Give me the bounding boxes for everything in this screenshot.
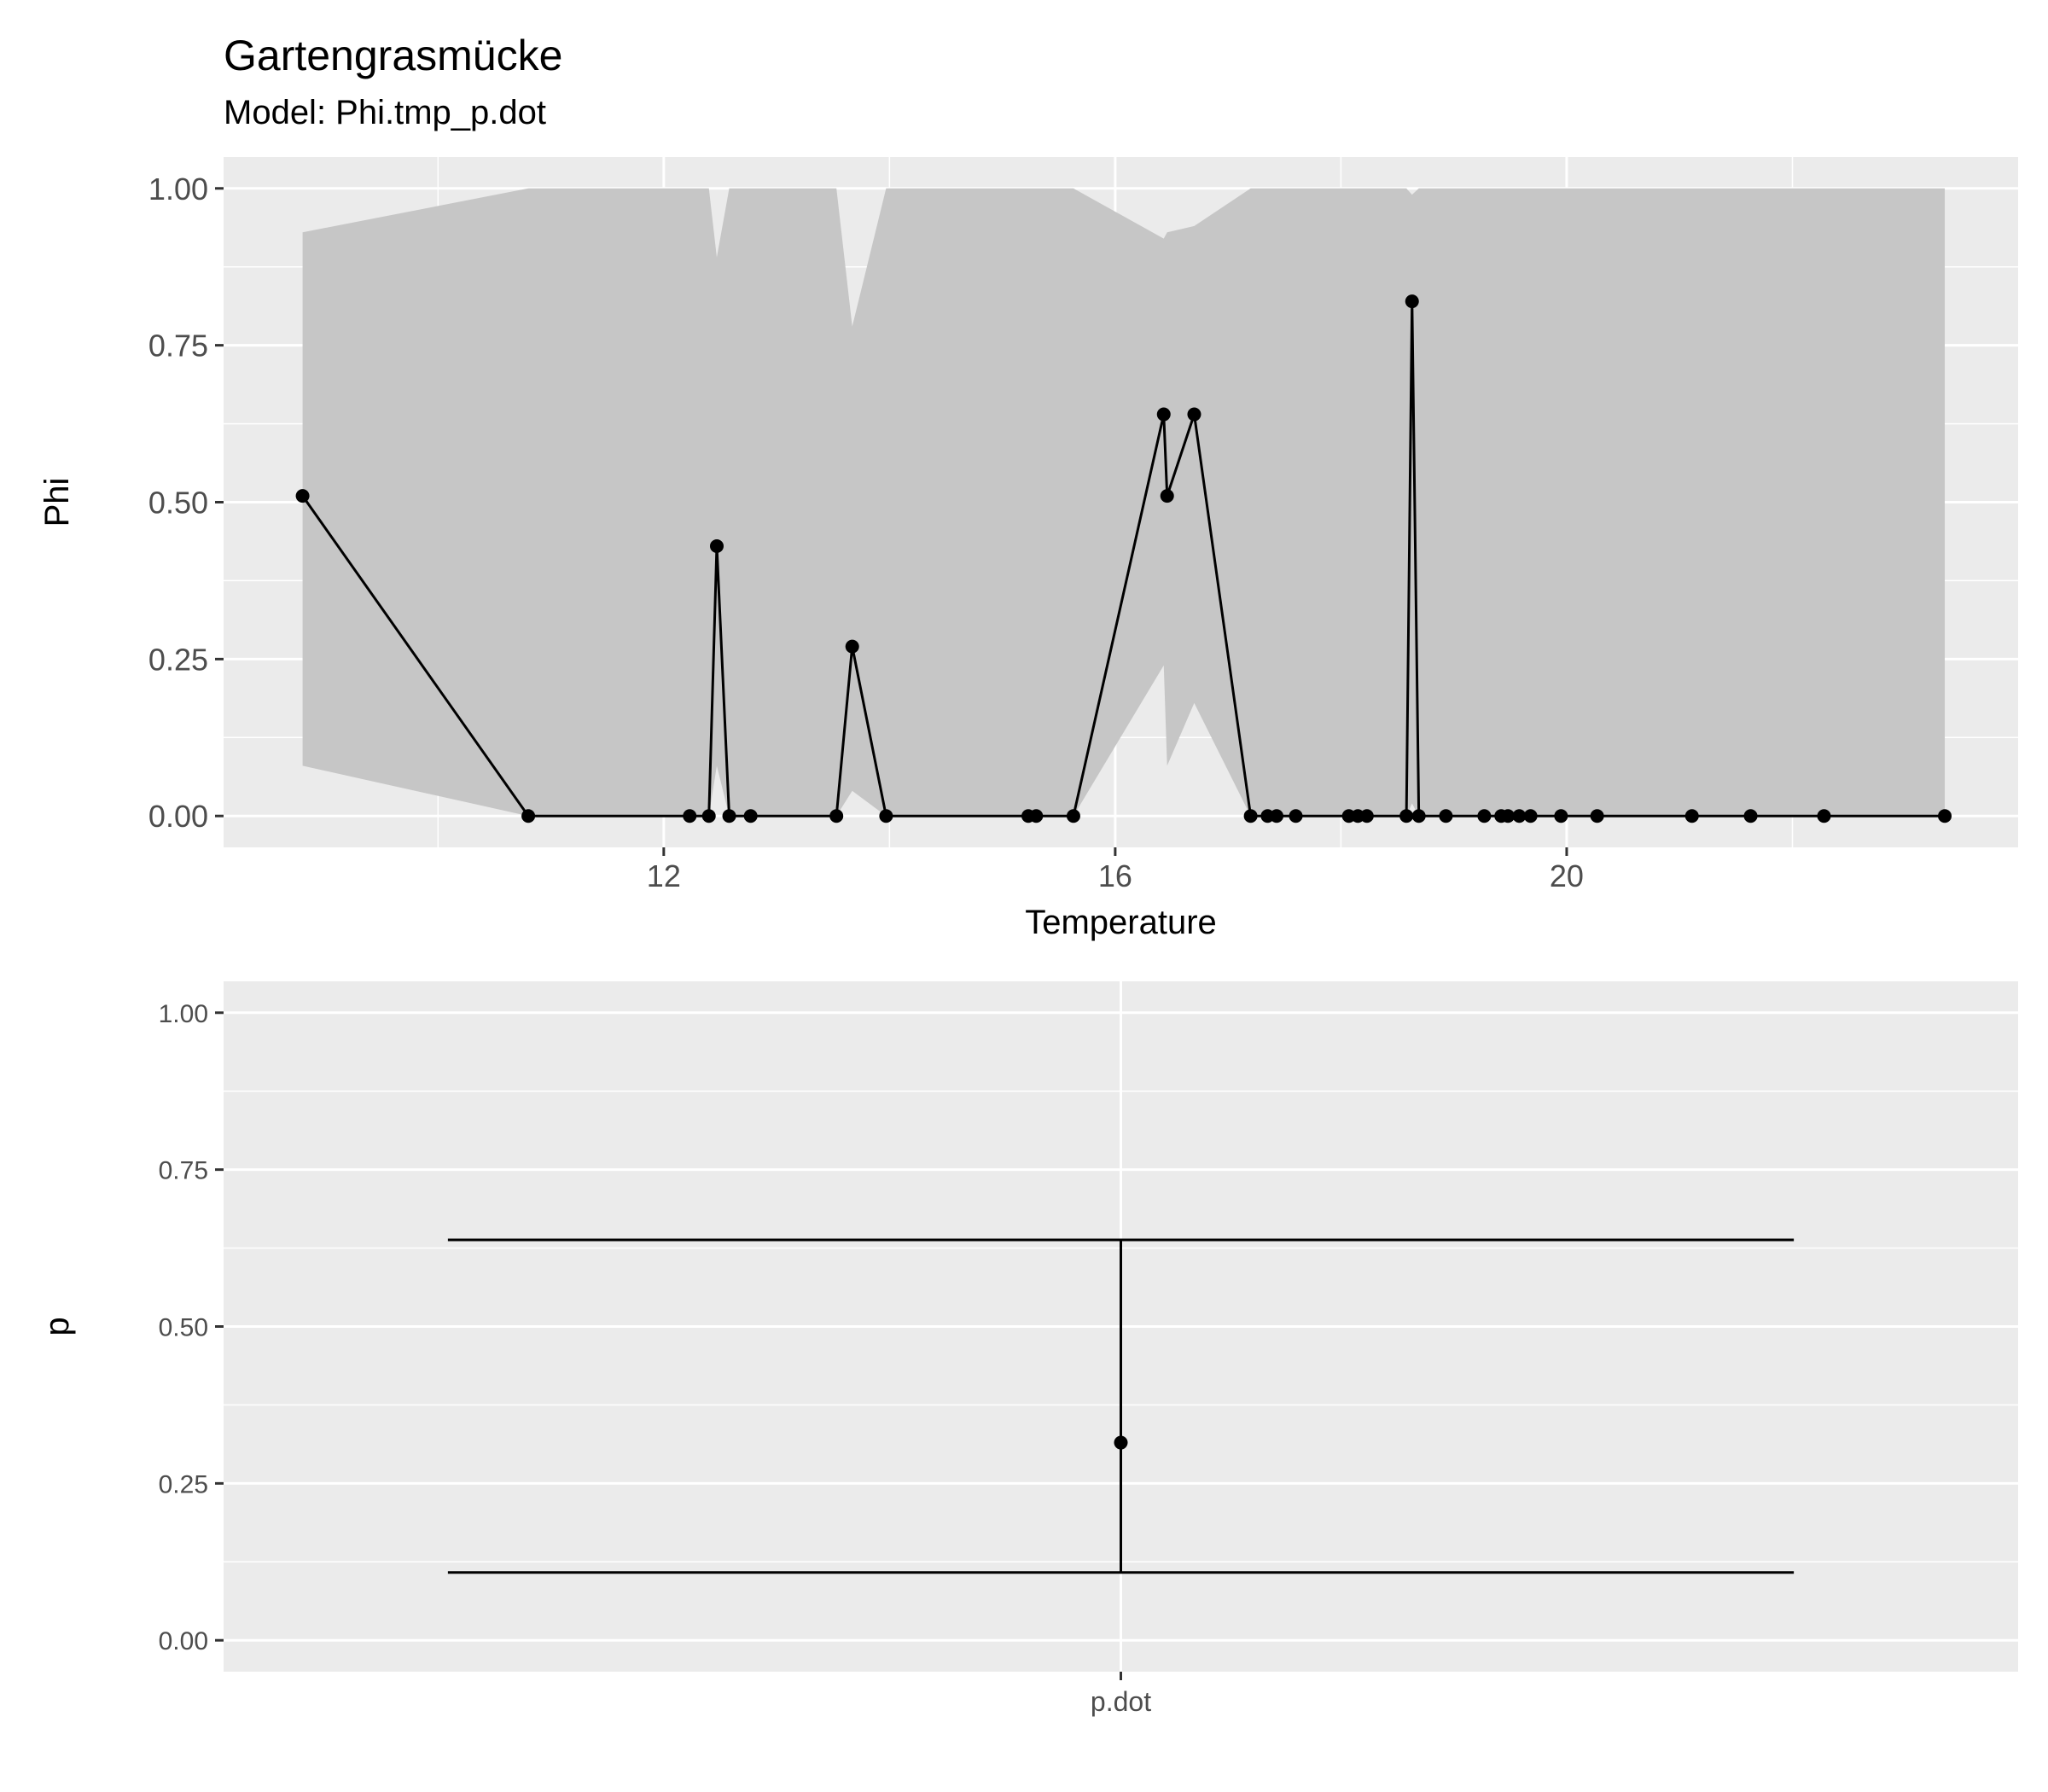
phi-data-point xyxy=(879,809,893,823)
phi-data-point xyxy=(1405,294,1419,309)
phi-x-axis-label: Temperature xyxy=(1025,904,1217,941)
phi-data-point xyxy=(1399,809,1414,823)
phi-y-tick-label: 0.75 xyxy=(148,329,208,364)
phi-data-point xyxy=(722,809,736,823)
phi-data-point xyxy=(521,809,536,823)
chart-title: Gartengrasmücke xyxy=(224,32,563,79)
phi-data-point xyxy=(1501,809,1516,823)
phi-data-point xyxy=(1066,809,1080,823)
phi-confidence-ribbon xyxy=(302,188,1946,817)
phi-data-point xyxy=(1523,809,1538,823)
p-y-axis-label: p xyxy=(38,1317,76,1335)
phi-data-point xyxy=(1512,809,1527,823)
phi-data-point xyxy=(1289,809,1303,823)
phi-data-point xyxy=(743,809,758,823)
phi-data-point xyxy=(1156,407,1171,422)
phi-data-point xyxy=(1270,809,1284,823)
phi-data-point xyxy=(1590,809,1604,823)
phi-y-axis-label: Phi xyxy=(38,478,76,527)
p-estimate-point xyxy=(1114,1435,1128,1450)
phi-data-point xyxy=(1817,809,1831,823)
phi-data-point xyxy=(683,809,697,823)
p-y-tick-label: 0.75 xyxy=(159,1157,208,1185)
p-y-tick-label: 0.50 xyxy=(159,1314,208,1342)
phi-y-tick-label: 0.25 xyxy=(148,642,208,677)
chart-subtitle: Model: Phi.tmp_p.dot xyxy=(224,94,546,131)
phi-data-point xyxy=(1359,809,1374,823)
phi-data-point xyxy=(1743,809,1758,823)
phi-data-point xyxy=(295,489,310,503)
phi-data-point xyxy=(845,639,859,654)
phi-data-point xyxy=(829,809,844,823)
phi-data-point xyxy=(1029,809,1044,823)
phi-data-point xyxy=(709,538,724,553)
phi-x-tick-label: 12 xyxy=(647,858,681,893)
phi-data-point xyxy=(1411,809,1426,823)
phi-data-point xyxy=(1160,489,1174,503)
phi-data-point xyxy=(1187,407,1201,422)
phi-data-point xyxy=(1554,809,1568,823)
phi-data-point xyxy=(1684,809,1699,823)
p-y-tick-label: 1.00 xyxy=(159,1000,208,1028)
phi-y-tick-label: 0.50 xyxy=(148,486,208,521)
phi-data-point xyxy=(1243,809,1258,823)
p-y-tick-label: 0.00 xyxy=(159,1627,208,1655)
phi-x-tick-label: 16 xyxy=(1098,858,1132,893)
phi-y-tick-label: 0.00 xyxy=(148,799,208,834)
phi-data-point xyxy=(701,809,716,823)
phi-y-tick-label: 1.00 xyxy=(148,172,208,207)
phi-data-point xyxy=(1439,809,1453,823)
phi-data-point xyxy=(1477,809,1492,823)
p-y-tick-label: 0.25 xyxy=(159,1470,208,1498)
phi-x-tick-label: 20 xyxy=(1550,858,1584,893)
p-x-tick-label: p.dot xyxy=(1091,1686,1151,1717)
phi-data-point xyxy=(1938,809,1952,823)
